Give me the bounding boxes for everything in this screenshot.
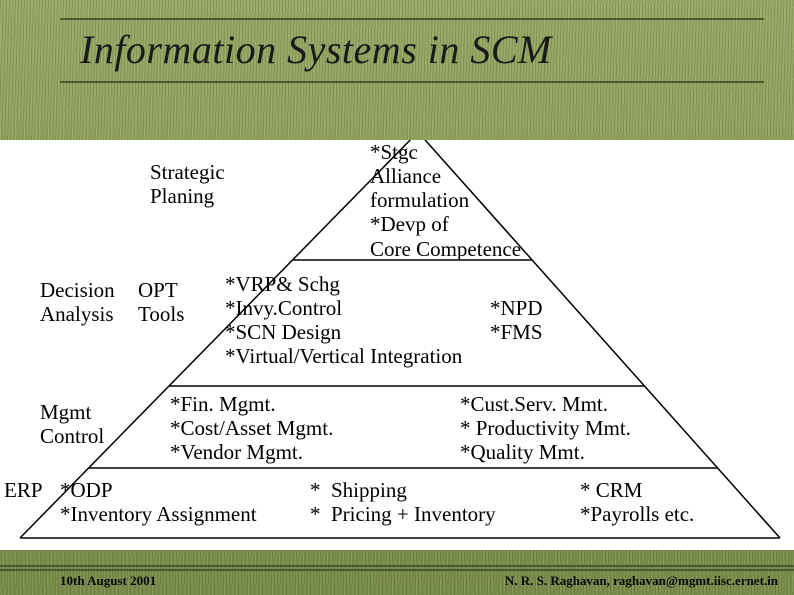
content-panel: Strategic Planing *Stgc Alliance formula…	[0, 140, 794, 550]
footer: 10th August 2001 N. R. S. Raghavan, ragh…	[0, 565, 794, 595]
l1-right-text: *Stgc Alliance formulation *Devp of Core…	[370, 140, 521, 261]
l1-left-label: Strategic Planing	[150, 160, 225, 208]
title-rule-top	[60, 18, 764, 20]
l4-body-right: * CRM *Payrolls etc.	[580, 478, 694, 526]
l4-left-label: ERP	[4, 478, 43, 502]
l2-body-left: *VRP& Schg *Invy.Control *SCN Design *Vi…	[225, 272, 462, 369]
title-block: Information Systems in SCM	[60, 18, 764, 83]
l2-left-label-a: Decision Analysis	[40, 278, 115, 326]
footer-author: N. R. S. Raghavan, raghavan@mgmt.iisc.er…	[505, 573, 778, 589]
l3-left-label: Mgmt Control	[40, 400, 104, 448]
footer-date: 10th August 2001	[60, 573, 156, 589]
page-title: Information Systems in SCM	[60, 22, 764, 79]
title-rule-bottom	[60, 81, 764, 83]
l2-body-right: *NPD *FMS	[490, 296, 543, 344]
l4-body-left: *ODP *Inventory Assignment	[60, 478, 257, 526]
l3-body-left: *Fin. Mgmt. *Cost/Asset Mgmt. *Vendor Mg…	[170, 392, 333, 464]
l4-body-mid: * Shipping * Pricing + Inventory	[310, 478, 496, 526]
l2-left-label-b: OPT Tools	[138, 278, 184, 326]
l3-body-right: *Cust.Serv. Mmt. * Productivity Mmt. *Qu…	[460, 392, 631, 464]
